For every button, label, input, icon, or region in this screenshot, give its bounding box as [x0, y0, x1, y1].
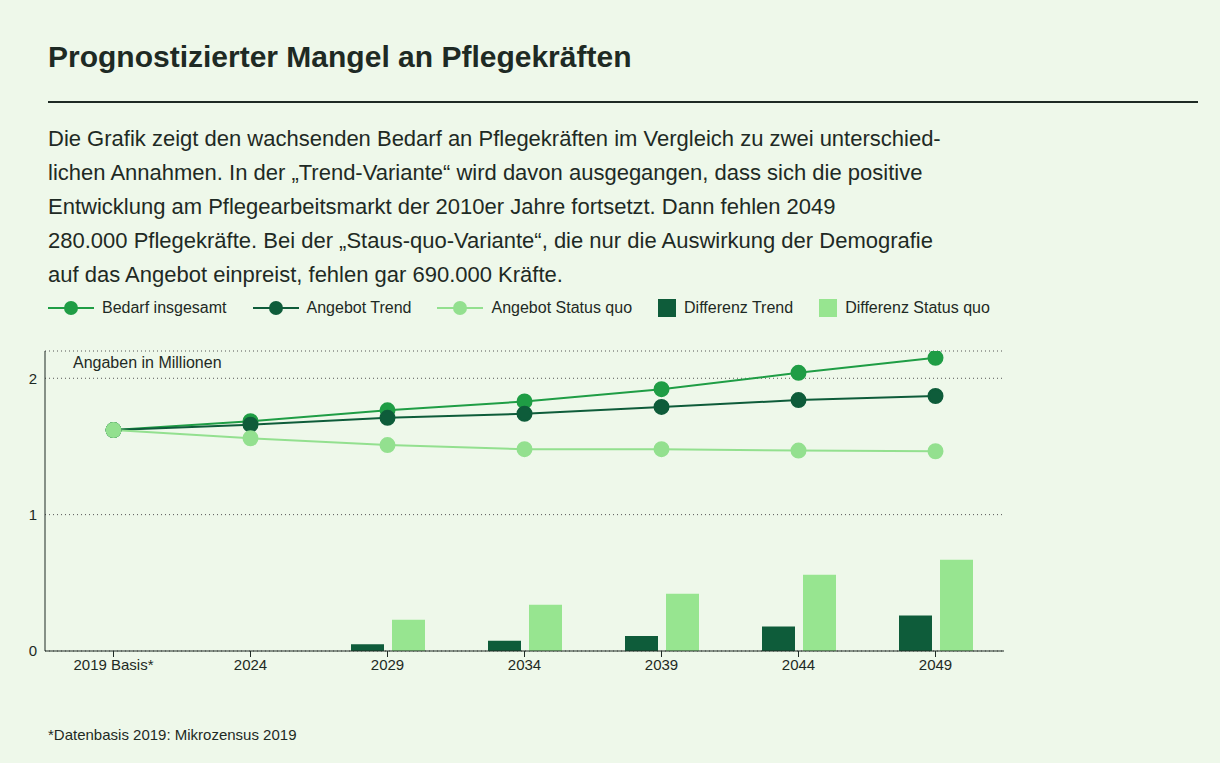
html-text:Entwicklung am Pflegearbeitsma: Entwicklung am Pflegearbeitsmarkt der 20… — [48, 194, 836, 219]
html-text:lichen Annahmen. In der „Trend: lichen Annahmen. In der „Trend-Variante“… — [48, 160, 923, 185]
html-text:280.000 Pflegekräfte. Bei der: 280.000 Pflegekräfte. Bei der „Staus-quo… — [48, 228, 933, 253]
svg-text:2039: 2039 — [645, 656, 678, 673]
svg-text:0: 0 — [29, 642, 37, 659]
svg-text:2044: 2044 — [782, 656, 815, 673]
svg-text:2029: 2029 — [371, 656, 404, 673]
html-text:*Datenbasis 2019: Mikrozensus: *Datenbasis 2019: Mikrozensus 2019 — [48, 726, 297, 743]
html-text:auf das Angebot einpreist, feh: auf das Angebot einpreist, fehlen gar 69… — [48, 262, 563, 287]
svg-text:2034: 2034 — [508, 656, 541, 673]
svg-text:1: 1 — [29, 506, 37, 523]
html-text:Differenz Status quo: Differenz Status quo — [845, 299, 990, 316]
html-text:Angebot Status quo: Angebot Status quo — [491, 299, 632, 316]
svg-text:2024: 2024 — [234, 656, 267, 673]
svg-text:2049: 2049 — [919, 656, 952, 673]
html-text:Differenz Trend: Differenz Trend — [684, 299, 794, 316]
html-text:Angebot Trend: Angebot Trend — [306, 299, 412, 316]
html-text:Prognostizierter Mangel an Pfl: Prognostizierter Mangel an Pflegekräften — [48, 40, 632, 73]
html-text:Die Grafik zeigt den wachsende: Die Grafik zeigt den wachsenden Bedarf a… — [48, 126, 941, 151]
svg-text:2: 2 — [29, 370, 37, 387]
svg-text:2019 Basis*: 2019 Basis* — [73, 656, 153, 673]
html-text:Angaben in Millionen: Angaben in Millionen — [73, 354, 222, 371]
html-text:Bedarf insgesamt: Bedarf insgesamt — [102, 299, 227, 316]
